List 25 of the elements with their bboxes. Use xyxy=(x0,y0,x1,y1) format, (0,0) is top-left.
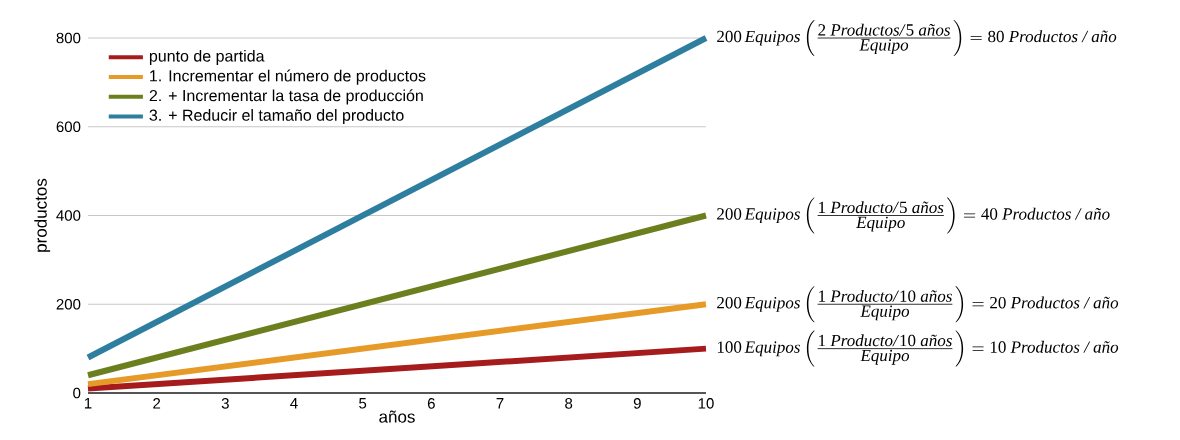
x-axis-title: años xyxy=(379,410,415,423)
x-tick-label: 8 xyxy=(565,398,573,409)
text: $\textup{100}\,\textit{Equipos}\left(\frac{\textit{\textup{1} Producto/\textup{10} años}}{\textit{Equipo}}\right)=\textup{10}\ \textit{Productos / año}$ xyxy=(717,330,1119,367)
y-tick-label: 800 xyxy=(56,32,81,44)
text: $\textup{200}\,\textit{Equipos}\left(\frac{\textit{\textup{2} Productos/\textup{5} años}}{\textit{Equipo}}\right)=\textup{80}\ \textit{Productos / año}$ xyxy=(717,20,1117,57)
y-tick-label: 600 xyxy=(56,121,81,133)
text: $\textup{200}\,\textit{Equipos}\left(\frac{\textit{\textup{1} Producto/\textup{5} años}}{\textit{Equipo}}\right)=\textup{40}\ \textit{Productos / año}$ xyxy=(717,197,1110,234)
x-tick-label: 4 xyxy=(290,398,298,409)
y-tick-label: 400 xyxy=(56,210,81,221)
x-tick-label: 10 xyxy=(698,398,714,409)
y-tick-label: 200 xyxy=(56,298,81,310)
x-tick-label: 5 xyxy=(359,398,367,409)
x-tick-label: 9 xyxy=(633,398,641,409)
x-tick-label: 2 xyxy=(153,398,161,409)
x-tick-label: 6 xyxy=(427,398,435,409)
text: $\textup{200}\,\textit{Equipos}\left(\frac{\textit{\textup{1} Producto/\textup{10} años}}{\textit{Equipo}}\right)=\textup{20}\ \textit{Productos / año}$ xyxy=(717,286,1119,323)
x-tick-label: 7 xyxy=(496,398,504,409)
x-tick-label: 3 xyxy=(221,398,229,409)
legend-label: 3. + Reducir el tamaño del producto xyxy=(149,109,404,125)
legend-label: 2. + Incrementar la tasa de producción xyxy=(149,89,423,105)
x-tick-label: 1 xyxy=(84,398,92,409)
legend-label: 1. Incrementar el número de productos xyxy=(150,69,426,85)
y-tick-label: 0 xyxy=(73,387,81,399)
y-axis-title: productos xyxy=(34,178,51,252)
legend-label: punto de partida xyxy=(149,49,265,65)
